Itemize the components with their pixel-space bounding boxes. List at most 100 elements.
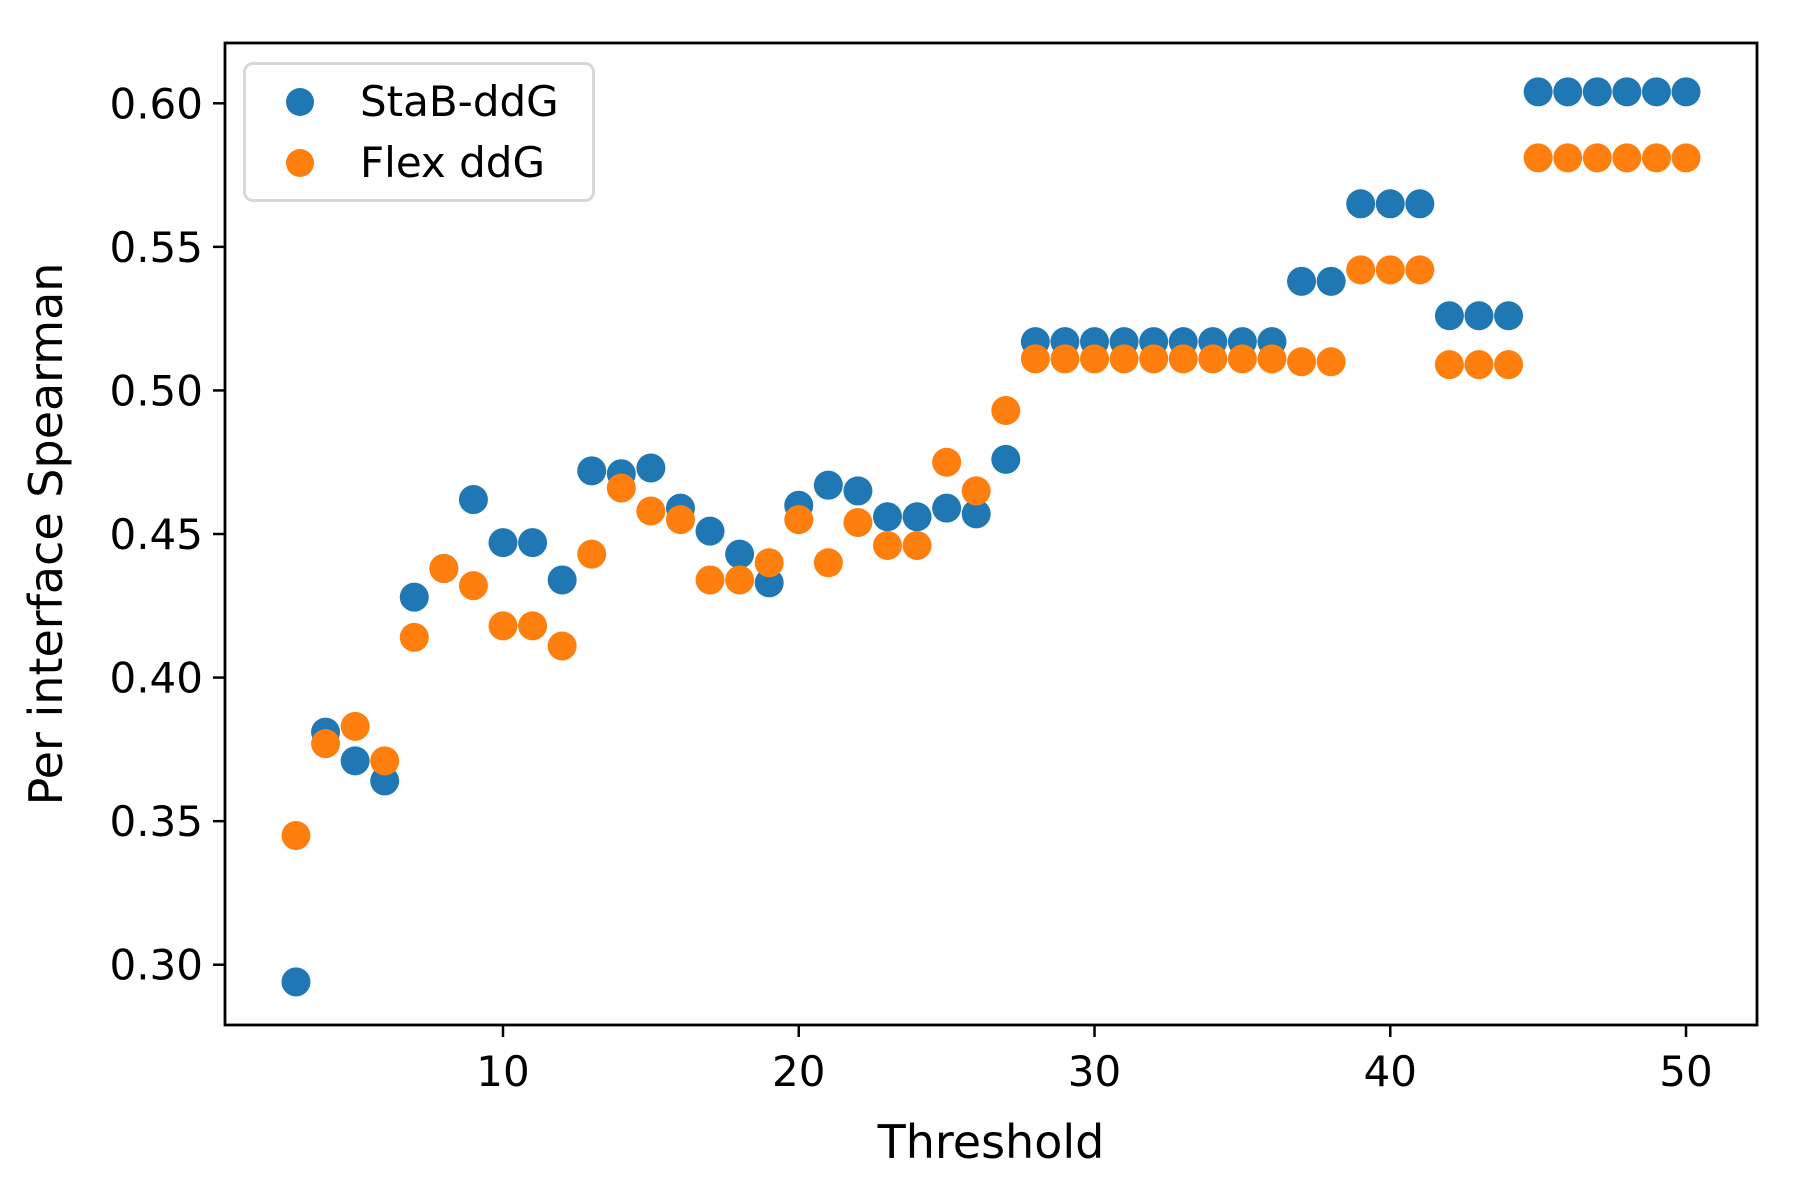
data-point-flex-ddg (1405, 255, 1435, 285)
data-point-stab-ddg (961, 499, 991, 529)
data-point-flex-ddg (281, 820, 311, 850)
data-point-flex-ddg (784, 505, 814, 535)
data-point-stab-ddg (902, 502, 932, 532)
data-point-flex-ddg (1020, 344, 1050, 374)
plot-frame (223, 41, 1759, 1027)
x-axis-label: Threshold (877, 1115, 1105, 1169)
data-point-flex-ddg (1434, 350, 1464, 380)
legend-label-stab-ddg: StaB-ddG (360, 77, 559, 126)
data-point-stab-ddg (843, 476, 873, 506)
data-point-flex-ddg (1316, 347, 1346, 377)
data-point-flex-ddg (488, 611, 518, 641)
y-tick-label: 0.40 (109, 654, 203, 703)
y-tick-label: 0.30 (109, 941, 203, 990)
data-point-stab-ddg (577, 456, 607, 486)
data-point-stab-ddg (1523, 77, 1553, 107)
data-point-flex-ddg (991, 396, 1021, 426)
data-point-flex-ddg (961, 476, 991, 506)
x-tick-label: 40 (1364, 1047, 1417, 1096)
data-point-stab-ddg (872, 502, 902, 532)
data-point-flex-ddg (1641, 143, 1671, 173)
data-point-flex-ddg (1257, 344, 1287, 374)
data-point-flex-ddg (1168, 344, 1198, 374)
data-point-stab-ddg (1464, 301, 1494, 331)
legend-item-flex-ddg: Flex ddG (286, 138, 592, 187)
legend-item-stab-ddg: StaB-ddG (286, 77, 592, 126)
data-point-flex-ddg (813, 548, 843, 578)
data-point-flex-ddg (1464, 350, 1494, 380)
data-point-flex-ddg (518, 611, 548, 641)
x-tick-label: 30 (1068, 1047, 1121, 1096)
data-point-stab-ddg (340, 746, 370, 776)
data-point-flex-ddg (843, 508, 873, 538)
data-point-flex-ddg (547, 631, 577, 661)
data-point-flex-ddg (932, 447, 962, 477)
data-point-flex-ddg (1139, 344, 1169, 374)
data-point-stab-ddg (1287, 266, 1317, 296)
data-point-flex-ddg (1287, 347, 1317, 377)
legend: StaB-ddG Flex ddG (243, 62, 595, 202)
data-point-flex-ddg (872, 530, 902, 560)
x-tick-label: 20 (772, 1047, 825, 1096)
data-point-stab-ddg (1346, 189, 1376, 219)
data-point-flex-ddg (1671, 143, 1701, 173)
y-tick-label: 0.60 (109, 79, 203, 128)
data-point-stab-ddg (518, 528, 548, 558)
data-point-stab-ddg (370, 766, 400, 796)
legend-marker-flex-ddg-icon (286, 148, 314, 177)
data-point-flex-ddg (1080, 344, 1110, 374)
data-point-stab-ddg (1671, 77, 1701, 107)
data-point-flex-ddg (1050, 344, 1080, 374)
data-point-stab-ddg (932, 493, 962, 523)
data-point-stab-ddg (281, 967, 311, 997)
data-point-flex-ddg (636, 496, 666, 526)
data-point-stab-ddg (1375, 189, 1405, 219)
x-tick-label: 10 (476, 1047, 529, 1096)
data-point-stab-ddg (725, 539, 755, 569)
data-point-stab-ddg (1582, 77, 1612, 107)
data-point-flex-ddg (577, 539, 607, 569)
data-point-stab-ddg (636, 453, 666, 483)
data-point-stab-ddg (1612, 77, 1642, 107)
data-point-stab-ddg (813, 470, 843, 500)
y-tick-label: 0.55 (109, 223, 203, 272)
data-point-stab-ddg (1494, 301, 1524, 331)
data-point-flex-ddg (340, 711, 370, 741)
data-point-flex-ddg (1346, 255, 1376, 285)
data-point-flex-ddg (665, 505, 695, 535)
legend-label-flex-ddg: Flex ddG (360, 138, 546, 187)
data-point-flex-ddg (695, 565, 725, 595)
data-point-stab-ddg (1316, 266, 1346, 296)
data-point-flex-ddg (1582, 143, 1612, 173)
data-point-stab-ddg (991, 444, 1021, 474)
data-point-flex-ddg (458, 571, 488, 601)
data-point-flex-ddg (1227, 344, 1257, 374)
y-tick-label: 0.50 (109, 366, 203, 415)
data-point-stab-ddg (488, 528, 518, 558)
data-point-stab-ddg (458, 485, 488, 515)
legend-marker-stab-ddg-icon (286, 87, 314, 116)
data-point-stab-ddg (1434, 301, 1464, 331)
data-point-stab-ddg (399, 582, 429, 612)
data-point-flex-ddg (311, 729, 341, 759)
data-point-stab-ddg (754, 568, 784, 598)
y-axis-label: Per interface Spearman (19, 263, 73, 806)
data-point-stab-ddg (547, 565, 577, 595)
data-point-stab-ddg (1553, 77, 1583, 107)
y-tick-label: 0.35 (109, 797, 203, 846)
data-point-flex-ddg (1612, 143, 1642, 173)
data-point-stab-ddg (1641, 77, 1671, 107)
data-point-flex-ddg (1375, 255, 1405, 285)
data-point-stab-ddg (695, 516, 725, 546)
y-tick-label: 0.45 (109, 510, 203, 559)
data-point-flex-ddg (902, 530, 932, 560)
x-tick-label: 50 (1659, 1047, 1712, 1096)
data-point-flex-ddg (754, 548, 784, 578)
data-point-flex-ddg (1198, 344, 1228, 374)
data-point-flex-ddg (370, 746, 400, 776)
data-point-flex-ddg (1523, 143, 1553, 173)
data-point-flex-ddg (1553, 143, 1583, 173)
data-point-flex-ddg (725, 565, 755, 595)
data-point-stab-ddg (1405, 189, 1435, 219)
